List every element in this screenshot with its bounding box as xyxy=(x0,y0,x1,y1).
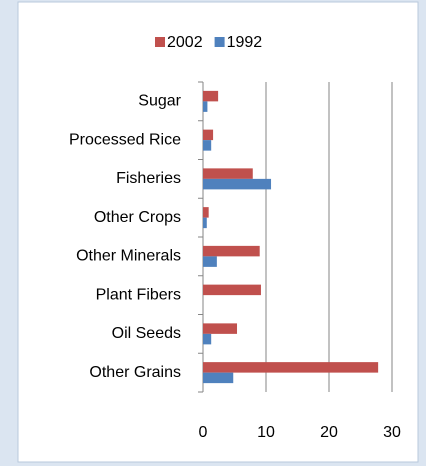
bar xyxy=(203,372,234,384)
y-tick-label: Plant Fibers xyxy=(96,286,181,303)
x-tick-label: 30 xyxy=(383,424,401,441)
x-tick-label: 20 xyxy=(320,424,338,441)
chart-area xyxy=(17,1,419,463)
y-tick-label: Oil Seeds xyxy=(112,325,181,342)
legend-swatch xyxy=(214,37,225,47)
legend-label: 1992 xyxy=(227,34,263,51)
y-tick-label: Sugar xyxy=(138,93,181,110)
y-tick-label: Other Grains xyxy=(89,364,181,381)
legend-label: 2002 xyxy=(167,34,203,51)
y-tick-label: Other Crops xyxy=(94,209,181,226)
x-tick-label: 0 xyxy=(199,424,208,441)
y-tick-label: Processed Rice xyxy=(69,131,181,148)
bar xyxy=(203,140,212,151)
bar xyxy=(203,207,209,218)
bar xyxy=(203,362,379,373)
bar xyxy=(203,245,260,257)
bar xyxy=(203,256,217,267)
bar xyxy=(203,217,207,229)
legend-swatch xyxy=(155,37,165,47)
y-tick-label: Other Minerals xyxy=(76,248,181,265)
x-tick-label: 10 xyxy=(257,424,275,441)
y-tick-label: Fisheries xyxy=(116,170,181,187)
bar xyxy=(203,101,208,112)
bar xyxy=(203,168,253,179)
bar xyxy=(203,333,212,345)
bar xyxy=(203,284,261,296)
bar xyxy=(203,323,238,334)
bar xyxy=(203,129,214,141)
bar xyxy=(203,90,219,102)
bar xyxy=(203,178,272,190)
